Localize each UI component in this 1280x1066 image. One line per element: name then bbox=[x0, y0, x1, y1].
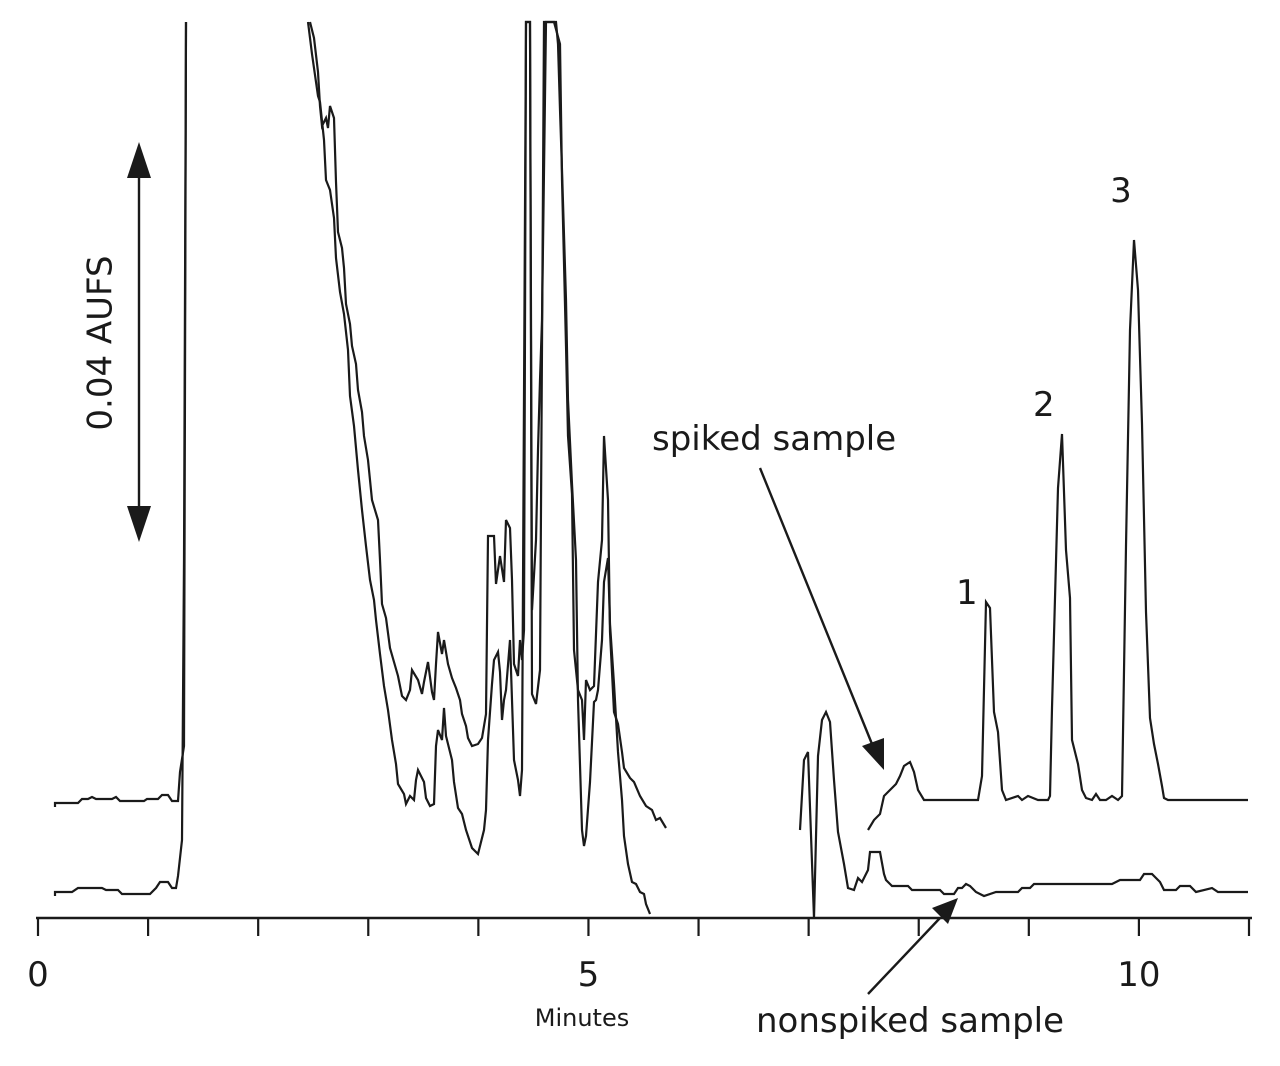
nonspiked-sample-arrow bbox=[867, 898, 958, 995]
nonspiked-sample-arrowhead bbox=[932, 898, 958, 924]
nonspiked-sample-annotation: nonspiked sample bbox=[756, 1001, 1064, 1041]
spiked-sample-arrowhead bbox=[862, 738, 884, 770]
nonspiked-sample-trace bbox=[53, 20, 1248, 919]
spiked-sample-arrow bbox=[758, 467, 884, 770]
spiked-sample-annotation: spiked sample bbox=[652, 419, 896, 459]
peak-label-1: 1 bbox=[956, 573, 978, 613]
peak-label-2: 2 bbox=[1033, 385, 1055, 425]
x-tick-label-5: 5 bbox=[578, 955, 600, 995]
x-tick-label-0: 0 bbox=[27, 955, 49, 995]
scale-bar-arrowhead-bottom bbox=[127, 506, 151, 542]
spiked-sample-trace bbox=[53, 20, 1248, 831]
x-axis-title: Minutes bbox=[535, 1004, 629, 1032]
scale-bar-label: 0.04 AUFS bbox=[81, 255, 121, 430]
x-axis-ticks bbox=[36, 918, 1251, 936]
x-tick-label-10: 10 bbox=[1117, 955, 1160, 995]
spiked-sample-arrow-line bbox=[758, 467, 874, 745]
peak-label-3: 3 bbox=[1110, 171, 1132, 211]
scale-bar-arrowhead-top bbox=[127, 142, 151, 178]
x-axis bbox=[36, 916, 1252, 936]
nonspiked-sample-arrow-line bbox=[867, 917, 941, 995]
scale-bar bbox=[127, 142, 151, 542]
